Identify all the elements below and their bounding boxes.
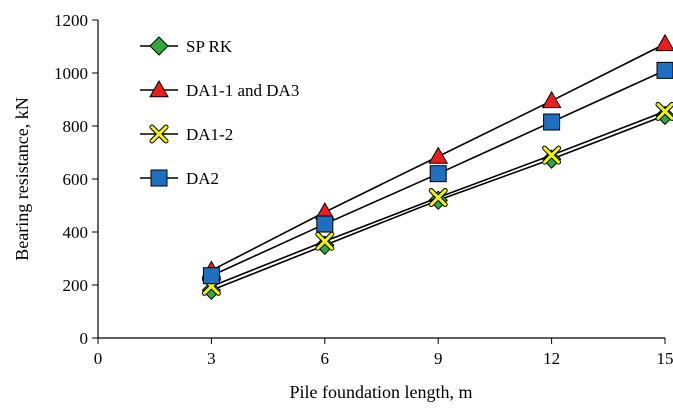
y-tick-label: 200 (63, 276, 89, 295)
series-layer (201, 33, 673, 301)
legend-marker (149, 79, 169, 98)
x-tick-label: 12 (543, 349, 560, 368)
x-tick-label: 15 (657, 349, 673, 368)
y-tick-label: 1200 (54, 11, 88, 30)
legend-item: DA1-1 and DA3 (140, 79, 299, 100)
legend-marker (149, 124, 169, 144)
legend: SP RK DA1-1 and DA3 DA1-2 DA2 (140, 36, 299, 188)
series-da2 (202, 61, 673, 285)
data-point (428, 188, 448, 208)
legend-label: DA1-2 (186, 125, 233, 144)
legend-label: SP RK (186, 37, 233, 56)
x-tick-label: 9 (434, 349, 443, 368)
data-point (655, 101, 673, 121)
y-tick-label: 600 (63, 170, 89, 189)
data-point (428, 146, 449, 164)
plot-area: 0 3 6 9 12 15 0 200 400 600 800 1000 1200 SP RK DA1-1… (54, 11, 673, 368)
data-point (315, 231, 335, 251)
data-point (429, 165, 447, 183)
data-point (201, 280, 222, 301)
x-tick-label: 3 (207, 349, 216, 368)
data-point (542, 145, 562, 165)
legend-item: DA2 (140, 169, 219, 188)
y-axis-title: Bearing resistance, kN (12, 97, 32, 260)
y-tick-label: 400 (63, 223, 89, 242)
data-point (541, 90, 562, 109)
legend-marker (150, 169, 168, 187)
x-tick-label: 0 (94, 349, 103, 368)
series-da1-2 (201, 101, 673, 296)
y-tick-label: 0 (80, 329, 89, 348)
series-da1-1-and-da3 (201, 33, 673, 278)
y-tick-label: 800 (63, 117, 89, 136)
data-point (543, 113, 561, 131)
data-point (202, 267, 220, 285)
data-point (655, 33, 673, 52)
legend-marker (149, 36, 169, 56)
data-point (316, 215, 334, 233)
x-axis-title: Pile foundation length, m (290, 382, 473, 402)
legend-label: DA1-1 and DA3 (186, 81, 299, 100)
y-tick-label: 1000 (54, 64, 88, 83)
data-point (656, 61, 673, 79)
data-point (541, 149, 562, 169)
data-point (315, 235, 335, 255)
legend-label: DA2 (186, 169, 219, 188)
legend-item: SP RK (140, 36, 233, 56)
x-tick-label: 6 (321, 349, 330, 368)
axis-ticks: 0 3 6 9 12 15 0 200 400 600 800 1000 1200 (54, 11, 673, 368)
legend-item: DA1-2 (140, 124, 233, 144)
